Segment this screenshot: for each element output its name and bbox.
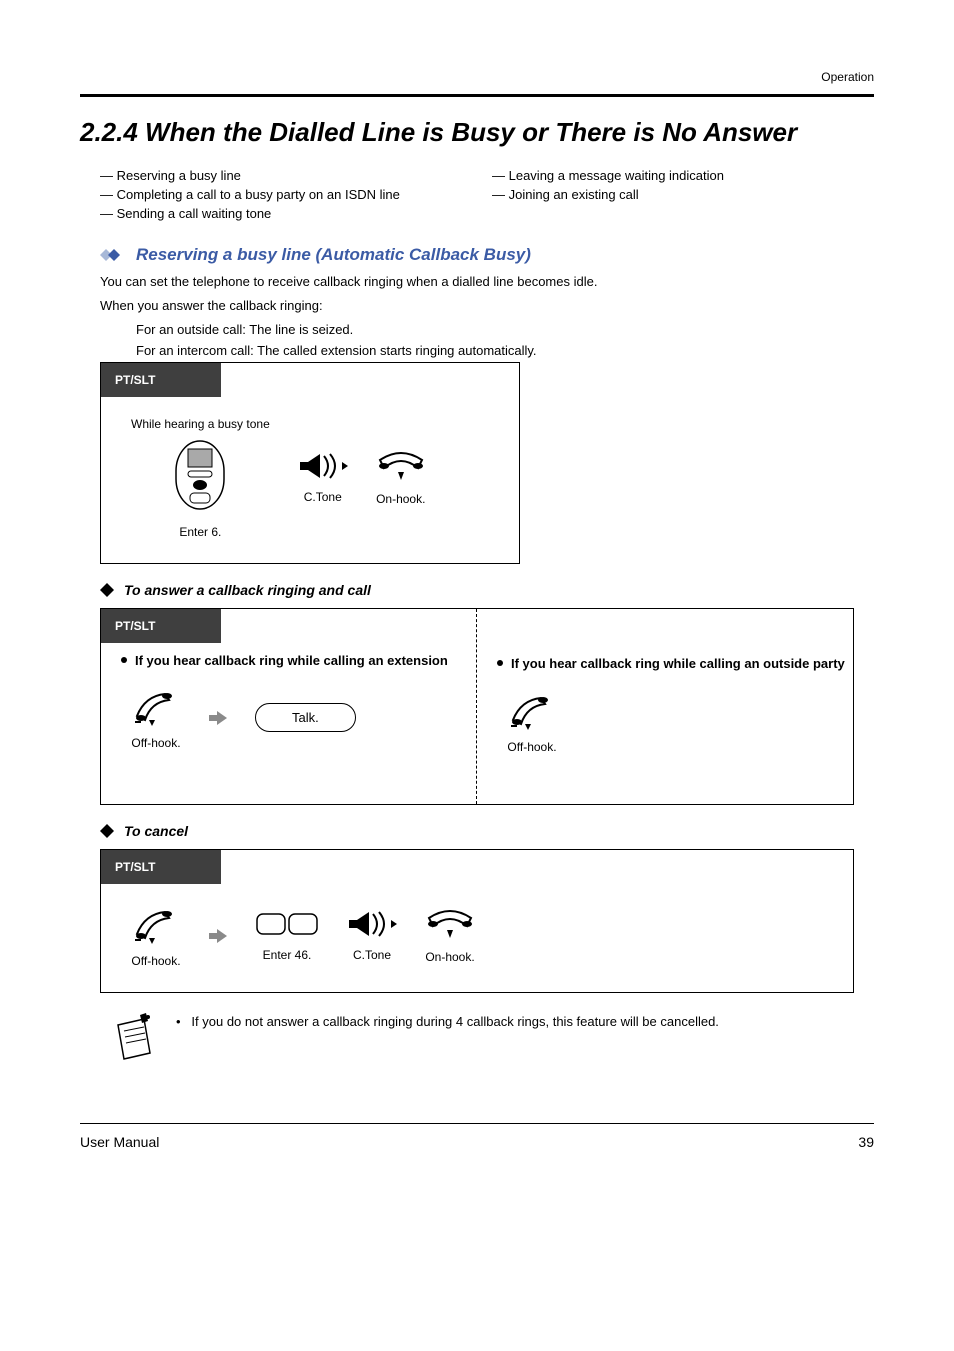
phone-offhook-icon — [131, 904, 181, 944]
toc-item: — Sending a call waiting tone — [100, 206, 462, 221]
keys-column: Enter 46. — [255, 910, 319, 962]
paragraph: When you answer the callback ringing: — [100, 297, 854, 315]
step-title: To answer a callback ringing and call — [124, 582, 371, 598]
toc-item: — Joining an existing call — [492, 187, 854, 202]
footer-left: User Manual — [80, 1134, 159, 1150]
arrow-right-icon — [209, 927, 227, 945]
caption: Off-hook. — [507, 740, 556, 754]
phone-offhook-icon — [507, 690, 557, 730]
paragraph: For an outside call: The line is seized. — [136, 321, 854, 339]
section-title: 2.2.4 When the Dialled Line is Busy or T… — [80, 117, 874, 148]
onhook-column: On-hook. — [425, 908, 475, 964]
note-row: • If you do not answer a callback ringin… — [110, 1013, 854, 1063]
busy-tone-column: While hearing a busy tone Enter 6. — [131, 417, 270, 539]
figure-2-right: If you hear callback ring while calling … — [477, 609, 853, 804]
header-right: Operation — [80, 70, 874, 84]
footer: User Manual 39 — [80, 1123, 874, 1150]
caption: On-hook. — [376, 492, 425, 506]
bullet: • — [176, 1014, 181, 1029]
diamond-icon — [100, 824, 114, 838]
speaker-tone-icon — [347, 910, 397, 938]
caption: Enter 46. — [263, 948, 312, 962]
speaker-tone-icon — [298, 452, 348, 480]
figure-header: PT/SLT — [101, 850, 221, 884]
notepad-icon — [110, 1013, 156, 1063]
toc-item: — Leaving a message waiting indication — [492, 168, 854, 183]
phone-onhook-icon — [425, 908, 475, 940]
note-body: If you do not answer a callback ringing … — [191, 1014, 719, 1029]
top-rule — [80, 94, 874, 97]
footer-right: 39 — [858, 1134, 874, 1150]
phone-onhook-icon — [376, 450, 426, 482]
ctone-column: C.Tone — [298, 452, 348, 504]
talk-button: Talk. — [255, 703, 356, 732]
bullet-dot-icon — [121, 657, 127, 663]
diamond-icon — [100, 583, 114, 597]
step-heading: To answer a callback ringing and call — [100, 582, 874, 598]
caption: C.Tone — [353, 948, 391, 962]
label: While hearing a busy tone — [131, 417, 270, 431]
subsection-title: Reserving a busy line (Automatic Callbac… — [136, 245, 531, 265]
ctone-column: C.Tone — [347, 910, 397, 962]
toc-grid: — Reserving a busy line — Leaving a mess… — [100, 168, 854, 221]
caption: On-hook. — [425, 950, 474, 964]
note-text: • If you do not answer a callback ringin… — [176, 1013, 719, 1031]
arrow-right-icon — [209, 709, 227, 727]
bullet-dot-icon — [497, 660, 503, 666]
paragraph: You can set the telephone to receive cal… — [100, 273, 854, 291]
figure-1: PT/SLT While hearing a busy tone Enter 6… — [100, 362, 520, 564]
toc-item: — Reserving a busy line — [100, 168, 462, 183]
figure-3: PT/SLT Off-hook. Enter 46. — [100, 849, 854, 993]
caption: C.Tone — [304, 490, 342, 504]
figure-header: PT/SLT — [101, 609, 221, 643]
paragraph: For an intercom call: The called extensi… — [136, 342, 854, 360]
label: If you hear callback ring while calling … — [511, 656, 845, 671]
figure-2: PT/SLT If you hear callback ring while c… — [100, 608, 854, 805]
step-heading: To cancel — [100, 823, 874, 839]
caption: Off-hook. — [131, 736, 180, 750]
figure-header: PT/SLT — [101, 363, 221, 397]
subsection-heading: Reserving a busy line (Automatic Callbac… — [100, 245, 874, 265]
toc-item: — Completing a call to a busy party on a… — [100, 187, 462, 202]
caption: Enter 6. — [179, 525, 221, 539]
phone-offhook-icon — [131, 686, 181, 726]
label: If you hear callback ring while calling … — [135, 653, 448, 668]
onhook-column: On-hook. — [376, 450, 426, 506]
step-title: To cancel — [124, 823, 188, 839]
offhook-column: Off-hook. — [131, 686, 181, 750]
keypad-icon — [255, 910, 319, 938]
offhook-column: Off-hook. — [131, 904, 181, 968]
offhook-column: Off-hook. — [507, 690, 557, 754]
key-icon — [170, 435, 230, 515]
talk-column: Talk. — [255, 703, 356, 732]
caption: Off-hook. — [131, 954, 180, 968]
diamond-pair-icon — [100, 247, 126, 263]
figure-2-left: PT/SLT If you hear callback ring while c… — [101, 609, 477, 804]
right-label-row: If you hear callback ring while calling … — [497, 656, 853, 671]
left-label-row: If you hear callback ring while calling … — [121, 653, 476, 668]
